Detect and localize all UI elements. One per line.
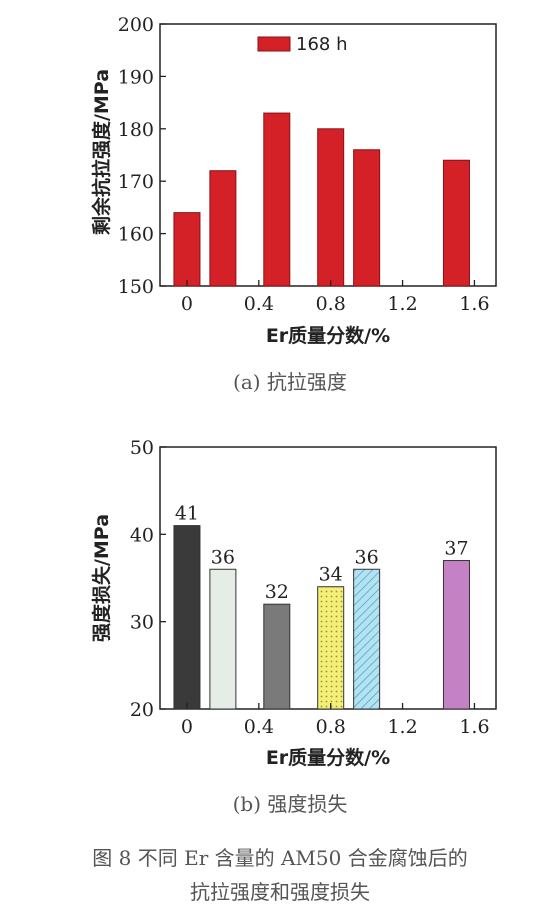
- y-tick-label: 160: [118, 224, 154, 246]
- data-label: 34: [319, 564, 343, 586]
- legend-label: 168 h: [296, 34, 348, 55]
- chart-a-ylabel: 剩余抗拉强度/MPa: [90, 69, 113, 235]
- data-label: 37: [444, 538, 468, 560]
- y-tick-label: 170: [118, 171, 154, 193]
- chart-b-subcaption: (b) 强度损失: [233, 792, 348, 816]
- bar: [173, 212, 201, 287]
- chart-b: 41 36 32 34 36 37 20 30 40 50 0 0.4 0.8 1.2 1.6 强度损失…: [90, 437, 497, 816]
- chart-a-xlabel: Er质量分数/%: [266, 324, 390, 347]
- x-tick-label: 1.6: [459, 293, 489, 315]
- bar: [317, 128, 345, 287]
- bar: [353, 568, 381, 710]
- chart-a-bars: [173, 112, 470, 287]
- x-tick-label: 1.2: [387, 716, 417, 738]
- x-tick-label: 0.8: [316, 293, 346, 315]
- y-tick-label: 180: [118, 119, 154, 141]
- x-tick-label: 0.4: [244, 293, 274, 315]
- bar: [209, 170, 237, 287]
- legend-swatch: [257, 36, 291, 52]
- figure-caption-line2: 抗拉强度和强度损失: [190, 880, 370, 904]
- chart-b-bars: [173, 525, 470, 710]
- x-tick-label: 1.6: [459, 716, 489, 738]
- chart-a-xticks: 0 0.4 0.8 1.2 1.6: [181, 280, 490, 315]
- y-tick-label: 30: [130, 612, 154, 634]
- y-tick-label: 200: [118, 14, 154, 36]
- chart-b-yticks: 20 30 40 50: [130, 437, 166, 721]
- y-tick-label: 50: [130, 437, 154, 459]
- chart-b-xticks: 0 0.4 0.8 1.2 1.6: [181, 703, 490, 738]
- bar: [442, 159, 470, 287]
- chart-a-subcaption: (a) 抗拉强度: [233, 370, 347, 394]
- y-tick-label: 40: [130, 524, 154, 546]
- bar: [353, 149, 381, 287]
- x-tick-label: 1.2: [387, 293, 417, 315]
- bar: [173, 525, 201, 710]
- bar: [442, 560, 470, 710]
- bar: [263, 603, 291, 710]
- chart-b-data-labels: 41 36 32 34 36 37: [175, 503, 469, 604]
- y-tick-label: 20: [130, 699, 154, 721]
- chart-b-xlabel: Er质量分数/%: [266, 746, 390, 769]
- data-label: 41: [175, 503, 199, 525]
- y-tick-label: 190: [118, 66, 154, 88]
- x-tick-label: 0.8: [316, 716, 346, 738]
- bar: [317, 586, 345, 710]
- chart-b-ylabel: 强度损失/MPa: [90, 514, 113, 642]
- bar: [209, 568, 237, 710]
- y-tick-label: 150: [118, 276, 154, 298]
- x-tick-label: 0: [181, 716, 193, 738]
- bar: [263, 112, 291, 287]
- chart-a-legend: 168 h: [257, 34, 348, 55]
- data-label: 32: [265, 581, 289, 603]
- data-label: 36: [211, 546, 235, 568]
- data-label: 36: [355, 546, 379, 568]
- x-tick-label: 0.4: [244, 716, 274, 738]
- figure-caption-line1: 图 8 不同 Er 含量的 AM50 合金腐蚀后的: [92, 846, 468, 870]
- x-tick-label: 0: [181, 293, 193, 315]
- chart-a: 150 160 170 180 190 200 0 0.4 0.8 1.2 1.6 168 h 剩…: [90, 14, 497, 394]
- chart-a-yticks: 150 160 170 180 190 200: [118, 14, 166, 298]
